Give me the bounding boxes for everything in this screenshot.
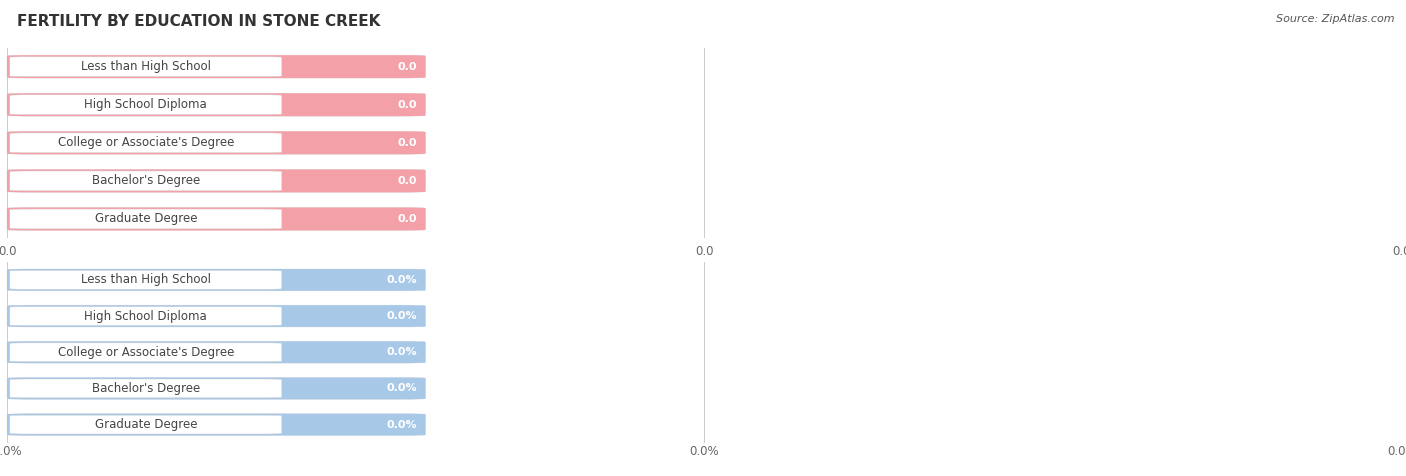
FancyBboxPatch shape [7,414,426,436]
FancyBboxPatch shape [10,415,281,434]
FancyBboxPatch shape [7,55,426,78]
Text: 0.0%: 0.0% [387,419,418,430]
FancyBboxPatch shape [10,57,281,77]
FancyBboxPatch shape [10,270,281,289]
FancyBboxPatch shape [7,341,426,363]
Text: 0.0: 0.0 [398,61,418,72]
Text: Bachelor's Degree: Bachelor's Degree [91,382,200,395]
FancyBboxPatch shape [7,305,426,327]
Text: High School Diploma: High School Diploma [84,98,207,111]
Text: FERTILITY BY EDUCATION IN STONE CREEK: FERTILITY BY EDUCATION IN STONE CREEK [17,14,380,30]
FancyBboxPatch shape [7,269,426,291]
FancyBboxPatch shape [7,208,426,230]
Text: 0.0: 0.0 [695,245,714,258]
FancyBboxPatch shape [10,307,281,326]
Text: 0.0: 0.0 [398,138,418,148]
Text: College or Associate's Degree: College or Associate's Degree [58,346,233,359]
Text: Source: ZipAtlas.com: Source: ZipAtlas.com [1277,14,1395,24]
FancyBboxPatch shape [7,169,426,192]
Text: Less than High School: Less than High School [80,273,211,287]
FancyBboxPatch shape [7,377,426,399]
FancyBboxPatch shape [7,305,426,327]
Text: 0.0%: 0.0% [387,275,418,285]
Text: 0.0%: 0.0% [387,383,418,394]
Text: Less than High School: Less than High School [80,60,211,73]
FancyBboxPatch shape [7,169,426,192]
FancyBboxPatch shape [7,131,426,154]
FancyBboxPatch shape [7,93,426,116]
FancyBboxPatch shape [10,379,281,398]
FancyBboxPatch shape [7,341,426,363]
FancyBboxPatch shape [7,93,426,116]
FancyBboxPatch shape [7,414,426,436]
FancyBboxPatch shape [10,209,281,229]
Text: 0.0: 0.0 [398,176,418,186]
FancyBboxPatch shape [7,55,426,78]
FancyBboxPatch shape [7,269,426,291]
Text: 0.0: 0.0 [398,214,418,224]
FancyBboxPatch shape [10,171,281,191]
FancyBboxPatch shape [10,133,281,153]
Text: 0.0%: 0.0% [387,311,418,321]
FancyBboxPatch shape [7,131,426,154]
FancyBboxPatch shape [7,208,426,230]
Text: 0.0: 0.0 [398,99,418,110]
Text: 0.0: 0.0 [0,245,17,258]
Text: Bachelor's Degree: Bachelor's Degree [91,174,200,188]
Text: Graduate Degree: Graduate Degree [94,212,197,226]
Text: Graduate Degree: Graduate Degree [94,418,197,431]
Text: High School Diploma: High School Diploma [84,309,207,323]
Text: 0.0%: 0.0% [387,347,418,357]
Text: 0.0: 0.0 [1392,245,1406,258]
FancyBboxPatch shape [10,343,281,362]
FancyBboxPatch shape [7,377,426,399]
FancyBboxPatch shape [10,95,281,115]
Text: College or Associate's Degree: College or Associate's Degree [58,136,233,149]
